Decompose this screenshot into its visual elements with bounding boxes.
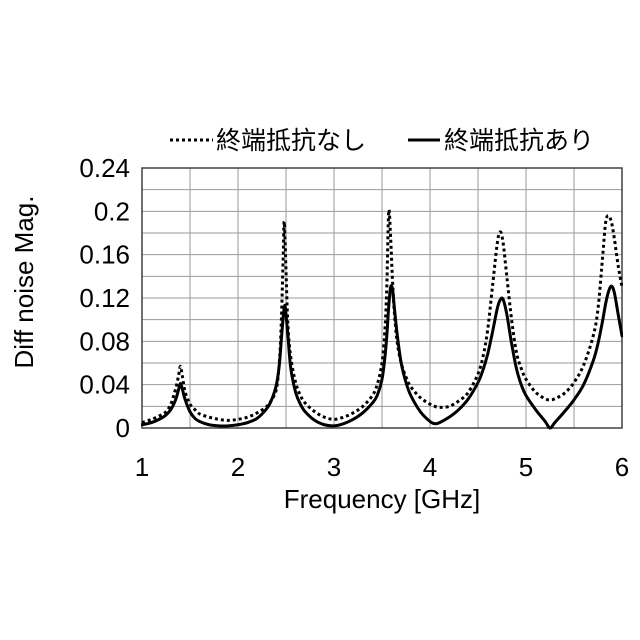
- legend-label-no-termination: 終端抵抗なし: [216, 127, 366, 155]
- y-tick-label: 0.04: [79, 370, 130, 400]
- legend-label-with-termination: 終端抵抗あり: [444, 127, 594, 155]
- x-tick-label: 1: [135, 452, 149, 482]
- y-tick-label: 0.24: [79, 153, 130, 183]
- x-axis-ticks: 1 2 3 4 5 6: [135, 452, 629, 482]
- gridlines: [142, 168, 622, 428]
- y-axis-ticks: 0 0.04 0.08 0.12 0.16 0.2 0.24: [79, 153, 130, 443]
- x-tick-label: 3: [327, 452, 341, 482]
- legend: 終端抵抗なし 終端抵抗あり: [170, 127, 594, 155]
- y-tick-label: 0.12: [79, 283, 130, 313]
- x-axis-title: Frequency [GHz]: [284, 484, 481, 514]
- y-tick-label: 0.2: [94, 196, 130, 226]
- x-tick-label: 2: [231, 452, 245, 482]
- y-axis-title: Diff noise Mag.: [9, 196, 39, 369]
- x-tick-label: 4: [423, 452, 437, 482]
- x-tick-label: 6: [615, 452, 629, 482]
- y-tick-label: 0.08: [79, 326, 130, 356]
- x-tick-label: 5: [519, 452, 533, 482]
- y-tick-label: 0.16: [79, 240, 130, 270]
- y-tick-label: 0: [116, 413, 130, 443]
